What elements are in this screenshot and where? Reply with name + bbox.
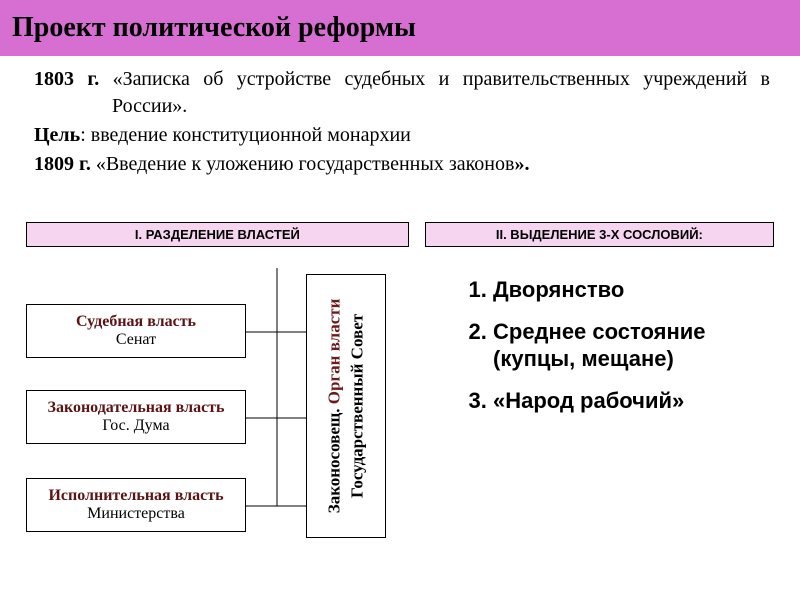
doc-1803: «Записка об устройстве судебных и правит…: [112, 68, 770, 117]
legislative-power-box: Законодательная власть Гос. Дума: [26, 390, 246, 444]
powers-diagram: Судебная власть Сенат Законодательная вл…: [26, 268, 446, 548]
year-1803: 1803 г.: [34, 68, 99, 90]
goal-label: Цель: [34, 124, 80, 146]
council-line1: Законосовещ. Орган власти: [323, 299, 346, 514]
legislative-title: Законодательная власть: [31, 399, 241, 417]
header-separation-of-powers: I. РАЗДЕЛЕНИЕ ВЛАСТЕЙ: [26, 222, 409, 247]
page-title: Проект политической реформы: [12, 12, 416, 44]
goal-text: : введение конституционной монархии: [80, 124, 411, 146]
state-council-text: Законосовещ. Орган власти Государственны…: [323, 299, 369, 514]
executive-power-box: Исполнительная власть Министерства: [26, 478, 246, 532]
council-red: Орган власти: [324, 299, 343, 405]
title-bar: Проект политической реформы: [0, 0, 800, 56]
judicial-power-box: Судебная власть Сенат: [26, 304, 246, 358]
judicial-title: Судебная власть: [31, 313, 241, 331]
state-council-box: Законосовещ. Орган власти Государственны…: [306, 274, 386, 538]
council-line2: Государственный Совет: [346, 299, 369, 514]
judicial-body: Сенат: [31, 331, 241, 349]
estate-item-2: Среднее состояние (купцы, мещане): [493, 318, 774, 373]
estate-item-3: «Народ рабочий»: [493, 387, 774, 415]
estates-list: Дворянство Среднее состояние (купцы, мещ…: [465, 276, 774, 428]
intro-block: 1803 г. «Записка об устройстве судебных …: [0, 56, 800, 184]
doc-1809-part1: «Введение к уложению государственных зак…: [96, 153, 515, 175]
year-1809: 1809 г.: [34, 153, 91, 175]
estate-item-1: Дворянство: [493, 276, 774, 304]
section-headers: I. РАЗДЕЛЕНИЕ ВЛАСТЕЙ II. ВЫДЕЛЕНИЕ 3-Х …: [26, 222, 774, 247]
header-three-estates: II. ВЫДЕЛЕНИЕ 3-Х СОСЛОВИЙ:: [425, 222, 774, 247]
intro-line-1809: 1809 г. «Введение к уложению государстве…: [34, 151, 770, 178]
intro-goal: Цель: введение конституционной монархии: [34, 122, 770, 149]
executive-title: Исполнительная власть: [31, 487, 241, 505]
legislative-body: Гос. Дума: [31, 417, 241, 435]
executive-body: Министерства: [31, 505, 241, 523]
council-prefix: Законосовещ.: [324, 404, 343, 513]
intro-line-1803: 1803 г. «Записка об устройстве судебных …: [34, 66, 770, 120]
doc-1809-part2: ».: [514, 153, 529, 175]
